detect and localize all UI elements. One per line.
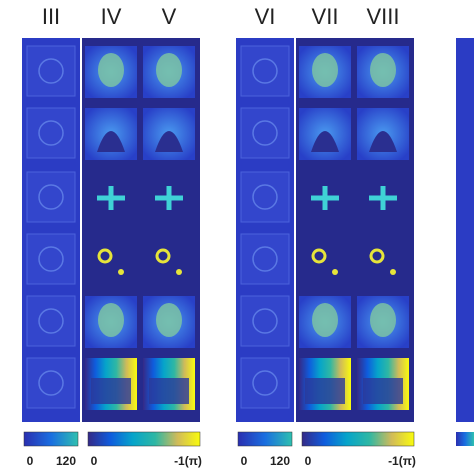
tile: [240, 295, 290, 347]
tile-feature: [369, 248, 385, 264]
tile-feature: [311, 131, 339, 152]
tile-feature: [156, 53, 182, 87]
tile-feature: [332, 269, 338, 275]
tile-feature: [252, 246, 278, 272]
tile-feature: [38, 246, 64, 272]
tile: [26, 171, 76, 223]
tile-feature: [370, 53, 396, 87]
colorbar-min-label: 0: [91, 454, 98, 468]
tile: [26, 357, 76, 409]
tile: [26, 233, 76, 285]
colorbar: [87, 431, 201, 447]
tile-feature: [252, 308, 278, 334]
tile-feature: [155, 248, 171, 264]
column-header: VII: [312, 4, 339, 29]
tile-feature: [370, 303, 396, 337]
column-header: V: [162, 4, 177, 29]
tile-feature: [363, 378, 403, 404]
colorbar-max-label: -1(π): [174, 454, 202, 468]
colorbar-max-label: 120: [56, 454, 76, 468]
tile-feature: [312, 53, 338, 87]
colorbar: [237, 431, 293, 447]
tile-feature: [252, 184, 278, 210]
tile-feature: [38, 370, 64, 396]
tile-feature: [369, 131, 397, 152]
tile: [26, 295, 76, 347]
tile-feature: [38, 184, 64, 210]
colorbar-edge: [456, 432, 474, 446]
tile-feature: [305, 378, 345, 404]
colorbar-max-label: -1(π): [388, 454, 416, 468]
column-header: VI: [255, 4, 276, 29]
tile-feature: [149, 378, 189, 404]
colorbar: [301, 431, 415, 447]
tile-feature: [252, 370, 278, 396]
tile-feature: [252, 120, 278, 146]
tile-feature: [98, 53, 124, 87]
tile: [26, 45, 76, 97]
column-header: VIII: [366, 4, 399, 29]
tile-feature: [155, 131, 183, 152]
tile: [240, 357, 290, 409]
tile-feature: [311, 186, 339, 210]
tile-feature: [390, 269, 396, 275]
tile-feature: [118, 269, 124, 275]
column-header: IV: [101, 4, 122, 29]
tile-feature: [38, 120, 64, 146]
tile-feature: [98, 303, 124, 337]
tile-feature: [312, 303, 338, 337]
colorbar-min-label: 0: [241, 454, 248, 468]
tile-feature: [97, 131, 125, 152]
tile: [240, 233, 290, 285]
tile: [26, 107, 76, 159]
tile-feature: [97, 186, 125, 210]
panel-edge: [456, 38, 474, 422]
tile: [240, 45, 290, 97]
tile-feature: [38, 58, 64, 84]
tile-feature: [38, 308, 64, 334]
column-header: III: [42, 4, 60, 29]
tile: [240, 107, 290, 159]
tile-feature: [155, 186, 183, 210]
colorbar-max-label: 120: [270, 454, 290, 468]
tile-feature: [176, 269, 182, 275]
tile-feature: [252, 58, 278, 84]
tile-feature: [369, 186, 397, 210]
tile-feature: [91, 378, 131, 404]
colorbar-min-label: 0: [305, 454, 312, 468]
colorbar: [23, 431, 79, 447]
tile-feature: [97, 248, 113, 264]
colorbar-min-label: 0: [27, 454, 34, 468]
tile: [240, 171, 290, 223]
tile-feature: [156, 303, 182, 337]
tile-feature: [311, 248, 327, 264]
